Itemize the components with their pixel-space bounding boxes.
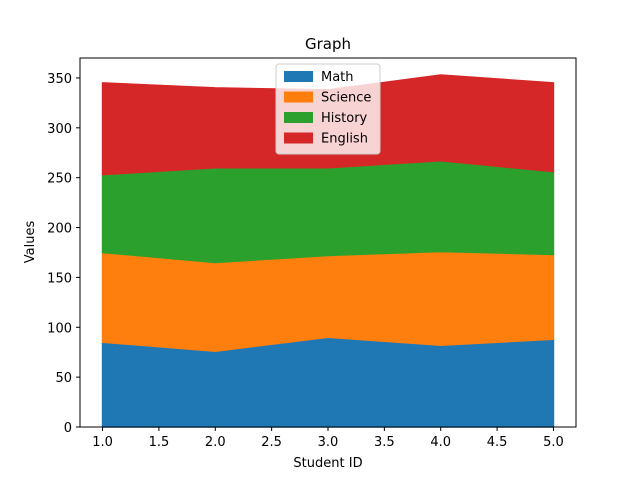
y-tick-label: 0 (64, 421, 72, 436)
legend-swatch-math (284, 71, 313, 82)
y-axis: 0 50 100 150 200 250 300 350 (47, 72, 80, 436)
y-tick-label: 150 (47, 271, 72, 286)
x-tick-label: 2.5 (261, 435, 282, 450)
x-tick-label: 1.0 (92, 435, 113, 450)
area-layer (101, 74, 555, 428)
legend-swatch-english (284, 132, 313, 144)
legend-label-history: History (321, 111, 368, 126)
legend-label-english: English (321, 132, 368, 147)
x-tick-label: 2.0 (205, 435, 226, 450)
x-tick-label: 3.0 (318, 435, 339, 450)
y-tick-label: 350 (47, 72, 72, 87)
legend-swatch-history (284, 112, 313, 123)
area-science (101, 250, 555, 352)
x-axis-title: Student ID (293, 456, 362, 471)
x-tick-label: 4.5 (487, 435, 508, 450)
legend-label-science: Science (321, 91, 371, 106)
y-tick-label: 250 (47, 172, 72, 187)
area-history (101, 159, 555, 264)
area-math (101, 336, 555, 428)
y-tick-label: 300 (47, 122, 72, 137)
y-tick-label: 200 (47, 222, 72, 237)
legend: Math Science History English (275, 63, 381, 155)
y-axis-title: Values (23, 221, 38, 264)
legend-box (275, 63, 381, 155)
x-tick-label: 3.5 (374, 435, 395, 450)
plot-frame (79, 57, 577, 428)
x-tick-label: 5.0 (543, 435, 564, 450)
chart-title: Graph (305, 35, 351, 53)
x-tick-label: 4.0 (430, 435, 451, 450)
y-tick-label: 100 (47, 321, 72, 336)
legend-label-math: Math (321, 70, 354, 85)
x-tick-label: 1.5 (149, 435, 170, 450)
x-axis: 1.0 1.5 2.0 2.5 3.0 3.5 4.0 4.5 5.0 (92, 427, 564, 450)
legend-swatch-science (284, 91, 313, 103)
y-tick-label: 50 (55, 371, 72, 386)
